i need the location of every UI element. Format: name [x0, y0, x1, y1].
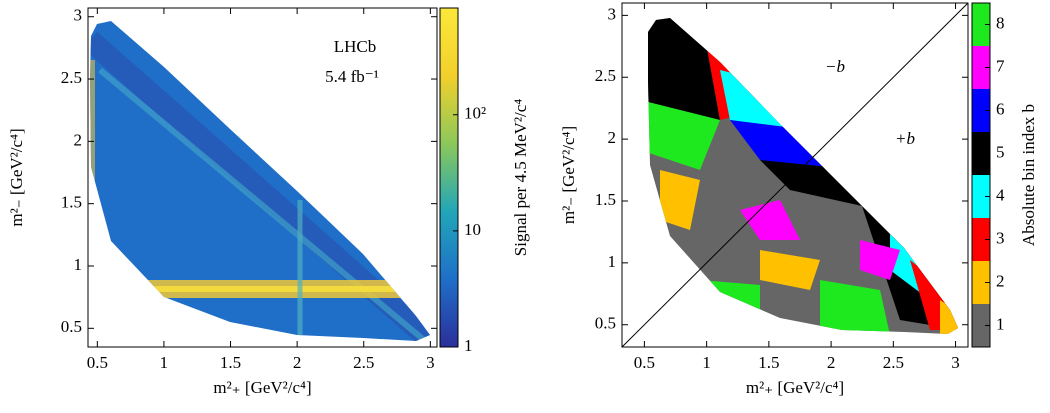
colorbar-bin	[972, 218, 990, 261]
colorbar	[440, 8, 458, 347]
x-tick-label: 2	[293, 353, 302, 372]
x-tick-label: 2	[827, 353, 836, 372]
y-tick-label: 1.5	[61, 193, 82, 212]
colorbar-tick-label: 3	[996, 228, 1005, 247]
annotation: +b	[895, 129, 915, 148]
colorbar-frame	[439, 7, 459, 348]
y-tick-label: 2.5	[61, 68, 82, 87]
colorbar-label: Signal per 4.5 MeV²/c⁴	[511, 99, 530, 256]
y-tick-label: 2	[608, 128, 617, 147]
x-tick-label: 3	[426, 353, 435, 372]
y-tick-label: 1.5	[595, 190, 616, 209]
x-axis-label: m²₊ [GeV²/c⁴]	[213, 378, 311, 397]
plot-frame	[621, 2, 969, 348]
x-tick-label: 2.5	[353, 353, 374, 372]
y-tick-label: 0.5	[595, 314, 616, 333]
x-tick-label: 1.5	[220, 353, 241, 372]
colorbar-bin	[972, 175, 990, 218]
colorbar-tick-label: 2	[996, 271, 1005, 290]
colorbar-label: Absolute bin index b	[1019, 104, 1038, 246]
y-tick-label: 0.5	[61, 317, 82, 336]
y-tick-label: 1	[608, 252, 617, 271]
colorbar-bin	[972, 261, 990, 304]
colorbar-tick-label: 10	[464, 220, 481, 239]
annotation: LHCb	[334, 37, 377, 56]
colorbar-tick-label: 10²	[464, 104, 486, 123]
y-tick-label: 1	[74, 255, 83, 274]
colorbar-tick-label: 5	[996, 142, 1005, 161]
x-tick-label: 0.5	[634, 353, 655, 372]
colorbar-bin	[972, 3, 990, 46]
colorbar-bin	[972, 46, 990, 89]
plot-frame	[87, 7, 438, 348]
x-tick-label: 1.5	[758, 353, 779, 372]
colorbar-tick-label: 7	[996, 56, 1005, 75]
colorbar-bin	[972, 304, 990, 347]
colorbar-tick-label: 1	[996, 314, 1005, 333]
colorbar-tick-label: 6	[996, 99, 1005, 118]
colorbar-bin	[972, 89, 990, 132]
y-tick-label: 3	[608, 4, 617, 23]
x-tick-label: 1	[160, 353, 169, 372]
colorbar-tick-label: 8	[996, 13, 1005, 32]
binning-map	[648, 18, 958, 334]
annotation: 5.4 fb⁻¹	[325, 67, 379, 86]
x-tick-label: 2.5	[883, 353, 904, 372]
colorbar-frame	[971, 2, 991, 348]
x-axis-label: m²₊ [GeV²/c⁴]	[746, 378, 844, 397]
colorbar-tick-label: 4	[996, 185, 1005, 204]
y-axis-label: m²₋ [GeV²/c⁴]	[7, 128, 26, 226]
y-axis-label: m²₋ [GeV²/c⁴]	[559, 126, 578, 224]
x-tick-label: 3	[951, 353, 960, 372]
colorbar-tick-label: 1	[464, 336, 473, 355]
y-tick-label: 2.5	[595, 66, 616, 85]
colorbar-bin	[972, 132, 990, 175]
density-map	[90, 21, 430, 341]
y-tick-label: 2	[74, 130, 83, 149]
diagonal	[621, 2, 969, 348]
y-tick-label: 3	[74, 6, 83, 25]
x-tick-label: 1	[702, 353, 711, 372]
x-tick-label: 0.5	[87, 353, 108, 372]
annotation: −b	[825, 57, 845, 76]
